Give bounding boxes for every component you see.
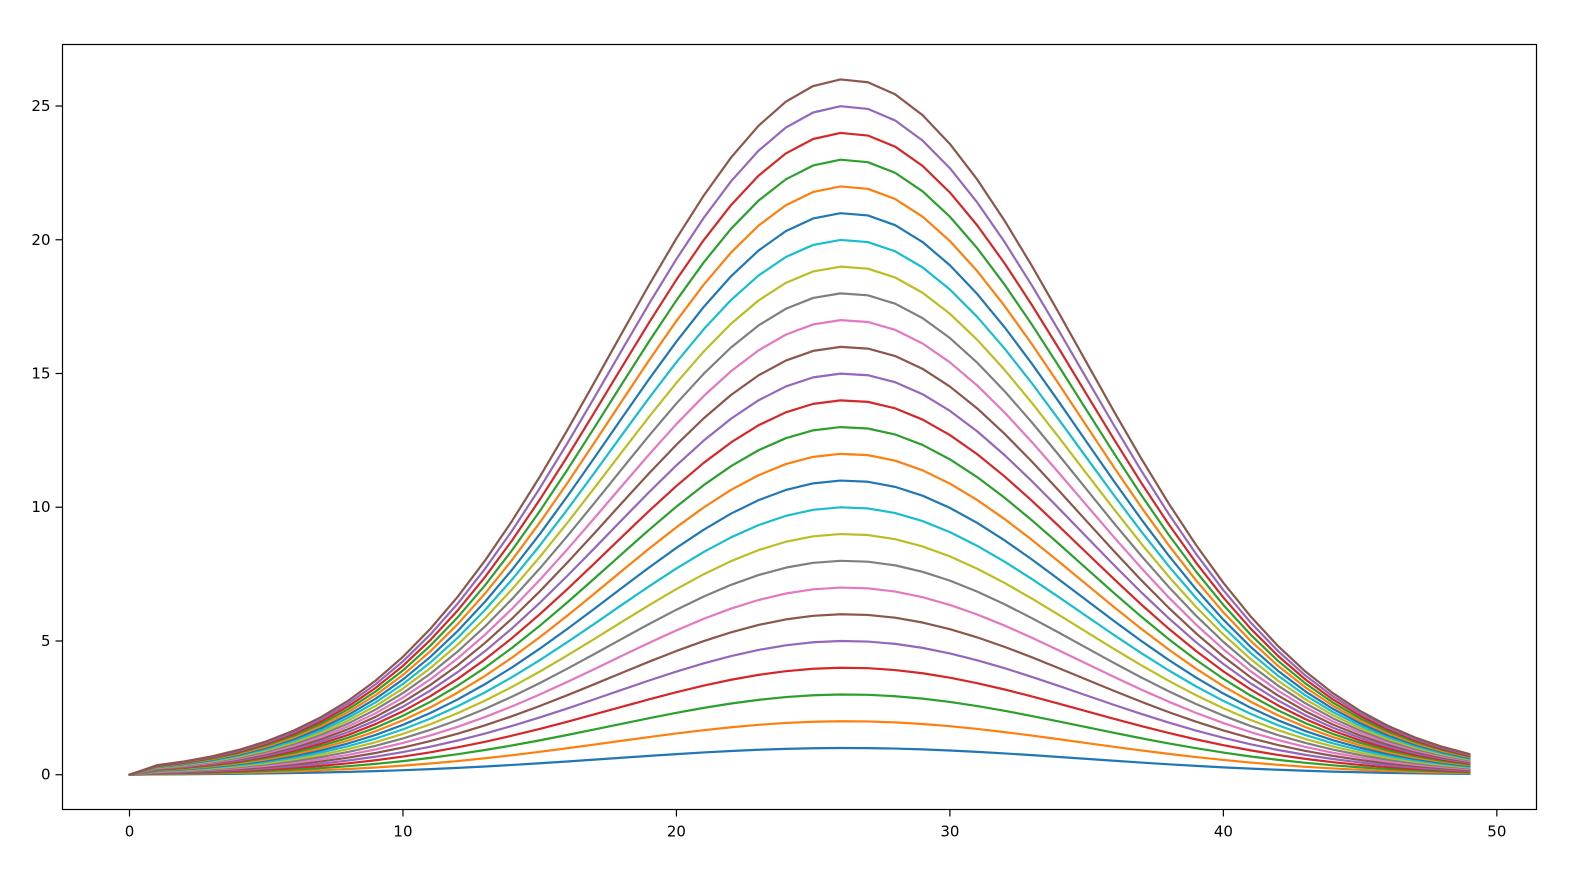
x-tick-label: 30	[940, 823, 959, 841]
series-line-21	[128, 212, 1471, 776]
series-line-20	[128, 238, 1471, 776]
series-line-4	[128, 666, 1471, 776]
series-line-17	[128, 319, 1471, 776]
series-line-26	[128, 78, 1471, 776]
x-tick-label: 20	[667, 823, 686, 841]
series-line-7	[128, 586, 1471, 776]
y-tick-label: 20	[31, 231, 50, 249]
y-tick-label: 25	[31, 97, 50, 115]
series-line-23	[128, 158, 1471, 776]
y-tick-label: 5	[41, 632, 51, 650]
y-tick-label: 15	[31, 365, 50, 383]
y-axis: 0 5 10 15 20 25	[31, 97, 63, 784]
x-axis: 0 10 20 30 40 50	[125, 809, 1506, 841]
x-tick-label: 50	[1487, 823, 1506, 841]
series-line-22	[128, 185, 1471, 776]
series-line-1	[128, 746, 1471, 776]
series-line-16	[128, 345, 1471, 776]
series-line-10	[128, 506, 1471, 776]
series-line-2	[128, 720, 1471, 776]
series-line-6	[128, 613, 1471, 776]
series-line-19	[128, 265, 1471, 776]
series-layer	[128, 78, 1471, 776]
y-tick-label: 10	[31, 498, 50, 516]
series-line-11	[128, 479, 1471, 776]
series-line-12	[128, 452, 1471, 776]
x-tick-label: 0	[125, 823, 135, 841]
series-line-14	[128, 399, 1471, 776]
series-line-15	[128, 372, 1471, 776]
x-tick-label: 40	[1214, 823, 1233, 841]
x-tick-label: 10	[393, 823, 412, 841]
y-tick-label: 0	[41, 766, 51, 784]
axes-frame	[61, 43, 1538, 811]
series-line-18	[128, 292, 1471, 776]
series-line-5	[128, 639, 1471, 776]
series-line-8	[128, 559, 1471, 776]
series-line-24	[128, 131, 1471, 776]
series-line-9	[128, 532, 1471, 776]
series-line-25	[128, 105, 1471, 776]
series-line-3	[128, 693, 1471, 776]
series-line-13	[128, 425, 1471, 776]
